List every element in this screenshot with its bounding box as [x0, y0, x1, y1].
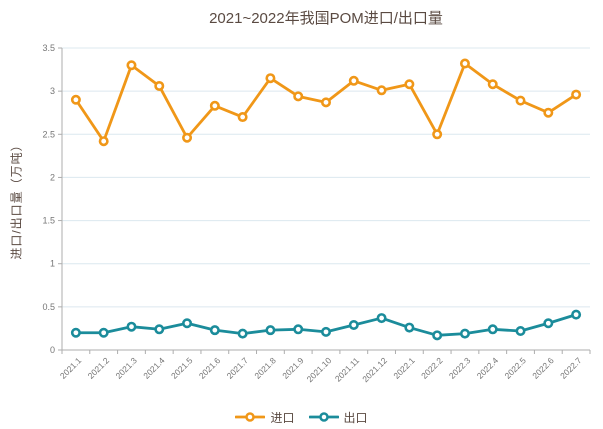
- svg-text:2021.6: 2021.6: [197, 355, 223, 381]
- svg-text:2021.10: 2021.10: [305, 355, 334, 384]
- svg-text:2021.1: 2021.1: [58, 355, 84, 381]
- svg-text:2022.7: 2022.7: [558, 355, 584, 381]
- svg-text:2021.9: 2021.9: [280, 355, 306, 381]
- export-series-marker-icon: [308, 412, 339, 422]
- svg-text:3: 3: [50, 86, 55, 96]
- svg-text:2021.5: 2021.5: [169, 355, 195, 381]
- svg-text:2022.3: 2022.3: [447, 355, 473, 381]
- svg-text:2022.5: 2022.5: [502, 355, 528, 381]
- legend-label-import: 进口: [270, 410, 295, 425]
- svg-text:2021.8: 2021.8: [252, 355, 278, 381]
- chart-title: 2021~2022年我国POM进口/出口量: [209, 10, 443, 27]
- import-series-marker-icon: [235, 412, 266, 422]
- svg-text:2022.1: 2022.1: [391, 355, 417, 381]
- svg-text:2021.7: 2021.7: [225, 355, 251, 381]
- svg-text:2.5: 2.5: [42, 129, 55, 139]
- svg-text:2021.11: 2021.11: [333, 355, 362, 384]
- svg-text:1: 1: [50, 259, 55, 269]
- svg-text:1.5: 1.5: [42, 216, 55, 226]
- svg-text:0: 0: [50, 345, 55, 355]
- svg-text:2022.2: 2022.2: [419, 355, 445, 381]
- svg-text:3.5: 3.5: [42, 43, 55, 53]
- svg-text:0.5: 0.5: [42, 302, 55, 312]
- svg-text:2021.2: 2021.2: [86, 355, 112, 381]
- legend-label-export: 出口: [343, 410, 368, 425]
- svg-text:2: 2: [50, 172, 55, 182]
- svg-text:2022.4: 2022.4: [475, 355, 501, 381]
- svg-text:2021.12: 2021.12: [360, 355, 389, 384]
- legend-item-import: 进口: [235, 409, 295, 426]
- legend-item-export: 出口: [308, 409, 368, 426]
- legend: 进口 出口: [0, 407, 603, 427]
- svg-text:2021.4: 2021.4: [141, 355, 167, 381]
- svg-text:2022.6: 2022.6: [530, 355, 556, 381]
- svg-text:2021.3: 2021.3: [113, 355, 139, 381]
